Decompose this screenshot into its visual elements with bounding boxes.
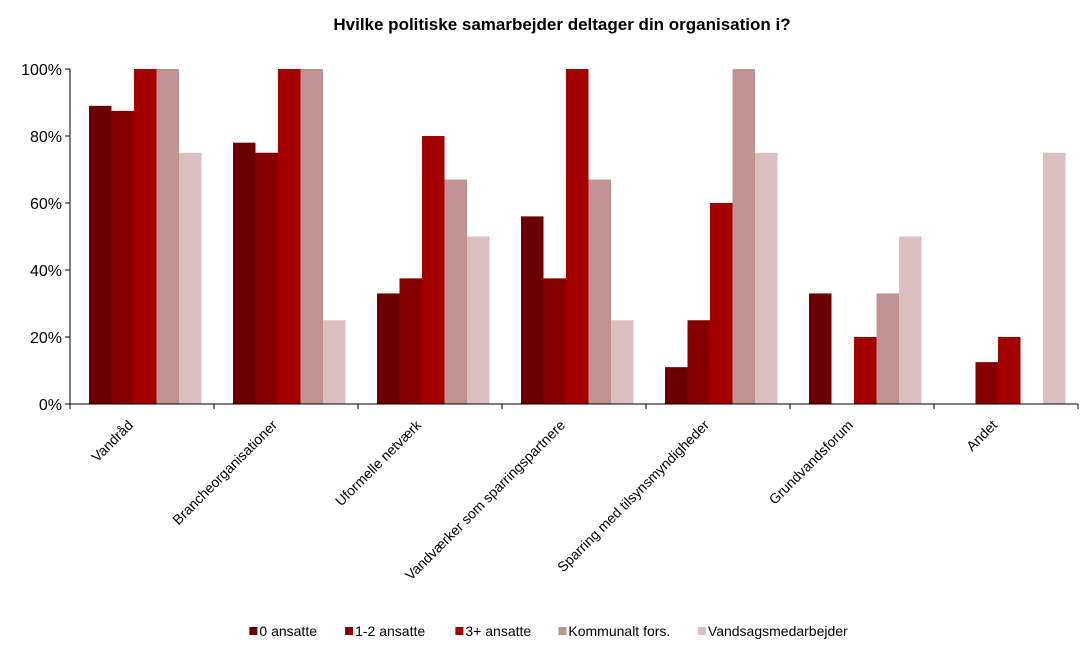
bar — [732, 69, 755, 404]
bar — [899, 236, 922, 404]
bar — [278, 69, 301, 404]
y-tick-label: 80% — [30, 129, 62, 146]
x-category-label: Uformelle netværk — [332, 416, 425, 509]
x-category-label: Sparring med tilsynsmyndigheder — [554, 417, 712, 575]
bar — [588, 179, 611, 404]
bar — [179, 152, 202, 404]
bar — [975, 362, 998, 405]
x-category-label: Brancheorganisationer — [169, 417, 280, 528]
bar — [323, 320, 346, 404]
legend: 0 ansatte 1-2 ansatte 3+ ansatte Kommunalt … — [249, 623, 848, 639]
y-tick-label: 100% — [21, 62, 62, 79]
y-tick-label: 0% — [39, 397, 62, 414]
legend-label: 3+ ansatte — [465, 623, 531, 639]
y-tick-label: 40% — [30, 263, 62, 280]
bar — [233, 142, 256, 404]
bar — [111, 110, 134, 405]
bar — [998, 337, 1021, 404]
bar — [611, 320, 634, 404]
x-category-label: Vandværker som sparringspartnere — [402, 417, 568, 583]
legend-swatch — [697, 627, 706, 635]
bar — [566, 69, 589, 404]
legend-label: Vandsagsmedarbejder — [708, 623, 848, 639]
bar — [687, 320, 710, 404]
bar — [665, 367, 688, 404]
bar — [467, 236, 490, 404]
bar — [156, 69, 179, 404]
bar — [521, 216, 544, 404]
legend-label: Kommunalt fors. — [568, 623, 670, 639]
x-category-label: Grundvandsforum — [766, 417, 857, 508]
bar — [755, 152, 778, 404]
bars-group — [89, 69, 1066, 405]
bar — [422, 136, 445, 404]
bar — [134, 69, 157, 404]
chart-title: Hvilke politiske samarbejder deltager di… — [333, 15, 790, 34]
bar — [710, 203, 733, 404]
legend-label: 0 ansatte — [259, 623, 317, 639]
bar — [399, 278, 422, 405]
legend-swatch — [249, 627, 258, 635]
legend-swatch — [455, 627, 464, 635]
bar — [300, 69, 323, 404]
bar — [89, 105, 112, 404]
legend-swatch — [558, 627, 567, 635]
bar — [255, 152, 278, 404]
bar — [876, 293, 899, 404]
bar — [809, 293, 832, 404]
bar — [1043, 152, 1066, 404]
legend-swatch — [345, 627, 354, 635]
y-tick-label: 60% — [30, 196, 62, 213]
bar — [543, 278, 566, 405]
bar — [444, 179, 467, 404]
bar — [854, 337, 877, 404]
y-tick-label: 20% — [30, 330, 62, 347]
x-category-label: Andet — [963, 417, 1000, 454]
legend-label: 1-2 ansatte — [355, 623, 425, 639]
x-category-label: Vandråd — [88, 417, 136, 465]
bar — [377, 293, 400, 404]
